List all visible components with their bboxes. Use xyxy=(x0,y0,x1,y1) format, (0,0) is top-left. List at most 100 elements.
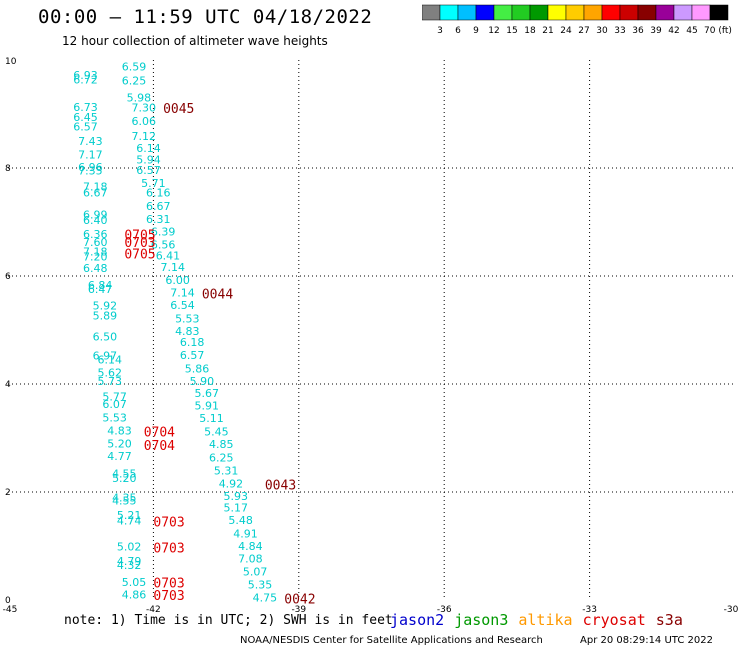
wave-height-value: 4.86 xyxy=(122,589,147,602)
pass-time-label: 0704 xyxy=(144,426,175,441)
wave-height-value: 6.45 xyxy=(73,111,98,124)
wave-height-value: 5.73 xyxy=(98,375,123,388)
wave-height-value: 6.72 xyxy=(73,73,98,86)
footer-note: note: 1) Time is in UTC; 2) SWH is in fe… xyxy=(64,613,393,628)
wave-height-value: 7.12 xyxy=(131,130,156,143)
wave-height-value: 5.11 xyxy=(199,412,224,425)
wave-height-value: 5.20 xyxy=(112,472,137,485)
y-tick-label: 8 xyxy=(5,164,11,174)
legend-label: 24 xyxy=(560,26,572,36)
wave-height-value: 6.25 xyxy=(122,75,147,88)
pass-time-label: 0704 xyxy=(144,439,175,454)
wave-height-value: 6.99 xyxy=(83,208,108,221)
wave-height-value: 7.18 xyxy=(83,180,108,193)
satellite-s3a: s3a xyxy=(655,611,683,629)
wave-height-value: 5.35 xyxy=(248,578,273,591)
wave-height-value: 6.41 xyxy=(156,249,181,262)
y-tick-label: 2 xyxy=(5,488,11,498)
pass-time-label: 0044 xyxy=(202,287,233,302)
x-tick-label: -33 xyxy=(582,605,597,615)
wave-height-value: 7.30 xyxy=(131,102,156,115)
y-tick-label: 4 xyxy=(5,380,11,390)
legend-label: 39 xyxy=(650,26,662,36)
wave-height-value: 5.17 xyxy=(224,502,249,515)
legend-label: 18 xyxy=(524,26,536,36)
wave-height-value: 4.35 xyxy=(112,491,137,504)
y-tick-label: 6 xyxy=(5,272,11,282)
pass-time-label: 0042 xyxy=(284,592,315,607)
wave-height-value: 6.14 xyxy=(98,354,123,367)
wave-height-value: 4.55 xyxy=(112,468,137,481)
wave-height-value: 5.05 xyxy=(122,576,147,589)
wave-height-value: 6.97 xyxy=(93,349,118,362)
wave-height-value: 4.32 xyxy=(117,559,142,572)
wave-height-value: 4.85 xyxy=(209,438,234,451)
wave-height-value: 6.67 xyxy=(83,186,108,199)
wave-height-value: 6.25 xyxy=(209,451,234,464)
wave-height-value: 6.59 xyxy=(122,60,147,73)
wave-height-value: 4.84 xyxy=(238,540,263,553)
wave-height-value: 6.18 xyxy=(180,336,205,349)
pass-time-label: 0703 xyxy=(124,236,155,251)
wave-height-value: 5.67 xyxy=(194,387,219,400)
wave-height-value: 6.48 xyxy=(83,262,108,275)
wave-height-value: 5.94 xyxy=(136,153,161,166)
wave-height-value: 6.56 xyxy=(151,239,176,252)
satellite-altika: altika xyxy=(518,611,573,629)
x-tick-label: -39 xyxy=(291,605,306,615)
wave-height-value: 4.91 xyxy=(233,528,258,541)
wave-height-value: 7.43 xyxy=(78,135,103,148)
legend-label: 30 xyxy=(596,26,608,36)
x-tick-label: -45 xyxy=(3,605,18,615)
wave-height-value: 6.07 xyxy=(102,398,127,411)
legend-swatch xyxy=(709,4,729,21)
wave-height-value: 4.74 xyxy=(117,515,142,528)
wave-height-value: 6.57 xyxy=(136,164,161,177)
wave-height-value: 4.83 xyxy=(107,424,132,437)
wave-height-value: 4.79 xyxy=(117,555,142,568)
wave-height-value: 5.62 xyxy=(98,367,123,380)
wave-height-value: 7.08 xyxy=(238,552,263,565)
wave-height-value: 7.20 xyxy=(83,251,108,264)
wave-height-value: 4.83 xyxy=(175,325,200,338)
wave-height-value: 5.48 xyxy=(228,514,253,527)
wave-height-value: 6.54 xyxy=(170,299,195,312)
legend-label: 45 xyxy=(686,26,697,36)
wave-height-value: 4.75 xyxy=(253,591,278,604)
map-subtitle: 12 hour collection of altimeter wave hei… xyxy=(62,34,328,48)
credit-line: NOAA/NESDIS Center for Satellite Applica… xyxy=(240,635,543,646)
wave-height-value: 5.91 xyxy=(194,400,219,413)
satellite-jason3: jason3 xyxy=(454,611,509,629)
map-title: 00:00 – 11:59 UTC 04/18/2022 xyxy=(38,6,373,28)
wave-height-value: 6.57 xyxy=(73,120,98,133)
pass-time-label: 0703 xyxy=(153,516,184,531)
wave-height-value: 5.07 xyxy=(243,565,268,578)
legend-label: 9 xyxy=(473,26,479,36)
wave-height-value: 5.21 xyxy=(117,509,142,522)
legend-label: 12 xyxy=(488,26,499,36)
wave-height-value: 5.98 xyxy=(127,91,152,104)
wave-height-value: 6.39 xyxy=(151,226,176,239)
satellite-key: jason2 jason3 altika cryosat s3a xyxy=(390,611,693,629)
x-tick-label: -42 xyxy=(146,605,161,615)
x-tick-label: -30 xyxy=(724,605,739,615)
wave-height-value: 5.53 xyxy=(175,313,200,326)
pass-time-label: 0705 xyxy=(124,228,155,243)
pass-time-label: 0703 xyxy=(153,577,184,592)
wave-height-value: 5.71 xyxy=(141,177,166,190)
wave-height-value: 7.14 xyxy=(161,261,186,274)
pass-time-label: 0043 xyxy=(265,478,296,493)
wave-height-value: 4.55 xyxy=(112,495,137,508)
satellite-cryosat: cryosat xyxy=(582,611,646,629)
wave-height-value: 5.89 xyxy=(93,309,118,322)
wave-height-value: 6.73 xyxy=(73,101,98,114)
wave-height-value: 6.31 xyxy=(146,213,171,226)
y-tick-label: 0 xyxy=(5,596,11,606)
wave-height-value: 6.36 xyxy=(83,228,108,241)
legend-label: 21 xyxy=(542,26,553,36)
satellite-jason2: jason2 xyxy=(390,611,445,629)
wave-height-value: 6.93 xyxy=(73,69,98,82)
wave-height-value: 6.16 xyxy=(146,186,171,199)
wave-height-value: 5.77 xyxy=(102,390,127,403)
pass-time-label: 0703 xyxy=(153,542,184,557)
